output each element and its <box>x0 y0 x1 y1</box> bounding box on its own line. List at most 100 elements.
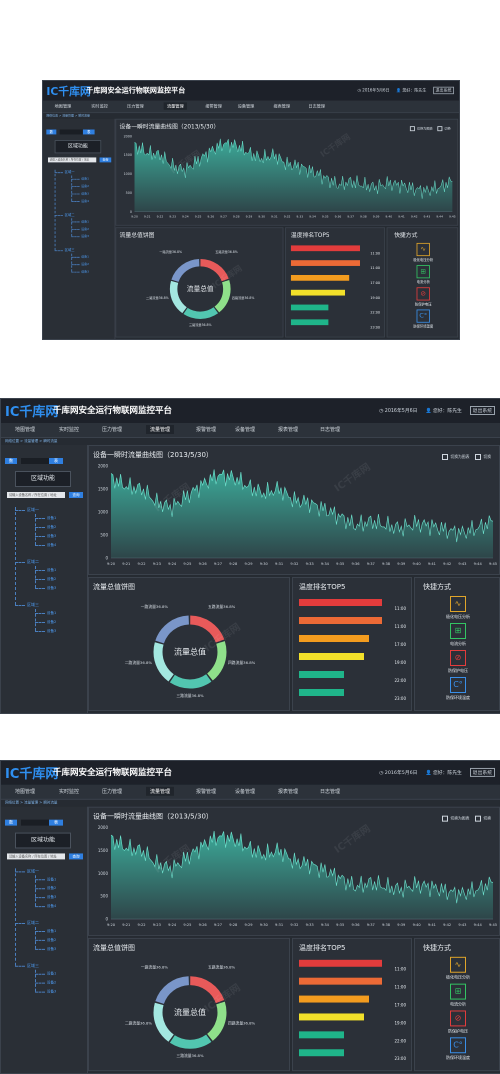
tree-device[interactable]: 设备2 <box>47 620 57 624</box>
tree-device[interactable]: 设备3 <box>47 946 57 951</box>
tree-device[interactable]: 设备1 <box>47 971 57 976</box>
quick-item-3[interactable]: ⊘ 防保护电压 <box>387 287 459 307</box>
toggle-track[interactable] <box>59 129 83 135</box>
nav-item-8[interactable]: 日志管理 <box>320 788 341 795</box>
toggle-table-button[interactable]: 表 <box>82 129 95 135</box>
device-search-input[interactable]: 请输入设备名称 / 所在位置 / 地址 <box>7 853 65 860</box>
tree-device[interactable]: 设备3 <box>47 629 57 633</box>
device-search-input[interactable]: 请输入设备名称 / 所在位置 / 地址 <box>47 157 97 163</box>
tree-device[interactable]: 设备1 <box>47 516 57 520</box>
nav-item-6[interactable]: 设备管理 <box>235 788 256 795</box>
nav-item-3[interactable]: 压力管理 <box>127 104 144 109</box>
tree-device[interactable]: 设备3 <box>47 534 57 538</box>
tree-device[interactable]: 设备4 <box>47 543 57 547</box>
tree-device[interactable]: 设备2 <box>81 227 89 231</box>
tree-area-2[interactable]: 区域二 <box>64 212 75 217</box>
tree-device[interactable]: 设备2 <box>47 937 57 942</box>
tree-device[interactable]: 设备1 <box>81 219 89 224</box>
query-button[interactable]: 查询 <box>69 492 83 498</box>
query-button[interactable]: 查询 <box>99 157 112 163</box>
switch-toggle[interactable]: 切换 <box>475 454 491 460</box>
tree-device[interactable]: 设备3 <box>47 586 57 590</box>
tree-device[interactable]: 设备2 <box>47 886 57 891</box>
tree-device[interactable]: 设备1 <box>47 928 57 933</box>
tree-device[interactable]: 设备2 <box>47 577 57 581</box>
nav-item-8[interactable]: 日志管理 <box>320 427 341 433</box>
tree-area-2[interactable]: 区域二 <box>27 559 39 564</box>
query-button[interactable]: 查询 <box>69 853 83 860</box>
switch-chart-toggle[interactable]: 切换为图表 <box>442 815 469 822</box>
tree-device[interactable]: 设备2 <box>81 184 89 188</box>
quick-item-1[interactable]: ∿ 极化电压分析 <box>415 956 500 981</box>
toggle-number-button[interactable]: 数 <box>5 819 17 826</box>
tree-device[interactable]: 设备2 <box>81 262 89 266</box>
toggle-number-button[interactable]: 数 <box>46 129 57 135</box>
tree-area-3[interactable]: 区域三 <box>64 247 75 252</box>
quick-item-3[interactable]: ⊘ 防保护电压 <box>415 1010 500 1034</box>
quick-item-2[interactable]: ⊞ 电流分析 <box>415 623 500 647</box>
tree-device[interactable]: 设备2 <box>47 525 57 529</box>
area-function-button[interactable]: 区域功能 <box>15 832 71 849</box>
quick-item-2[interactable]: ⊞ 电流分析 <box>415 983 500 1008</box>
tree-area-3[interactable]: 区域三 <box>27 962 39 968</box>
tree-area-1[interactable]: 区域一 <box>27 868 39 874</box>
toggle-number-button[interactable]: 数 <box>5 458 17 464</box>
nav-item-5[interactable]: 报警管理 <box>205 104 222 109</box>
nav-item-1[interactable]: 地图管理 <box>15 427 36 433</box>
nav-item-6[interactable]: 设备管理 <box>235 427 256 433</box>
device-search-input[interactable]: 请输入设备名称 / 所在位置 / 地址 <box>7 492 65 498</box>
switch-chart-toggle[interactable]: 切换为图表 <box>442 454 469 460</box>
quick-item-1[interactable]: ∿ 极化电压分析 <box>415 596 500 620</box>
nav-item-3[interactable]: 压力管理 <box>102 788 123 795</box>
logout-button[interactable]: 退出系统 <box>469 406 495 415</box>
nav-item-8[interactable]: 日志管理 <box>308 104 326 109</box>
nav-item-7[interactable]: 报表管理 <box>278 788 299 795</box>
nav-item-6[interactable]: 设备管理 <box>237 104 255 109</box>
area-function-button[interactable]: 区域功能 <box>15 471 71 487</box>
quick-item-2[interactable]: ⊞ 电流分析 <box>387 265 459 285</box>
tree-area-1[interactable]: 区域一 <box>64 169 75 174</box>
tree-device[interactable]: 设备3 <box>81 270 89 274</box>
tree-device[interactable]: 设备2 <box>47 980 57 985</box>
quick-item-4[interactable]: C° 防保环境温度 <box>415 1037 500 1061</box>
quick-item-3[interactable]: ⊘ 防保护电压 <box>415 650 500 674</box>
switch-chart-toggle[interactable]: 切换为图表 <box>410 126 433 132</box>
tree-device[interactable]: 设备1 <box>47 877 57 882</box>
nav-item-7[interactable]: 报表管理 <box>273 104 291 109</box>
quick-item-4[interactable]: C° 防保环境温度 <box>387 309 459 330</box>
nav-item-5[interactable]: 报警管理 <box>196 427 217 433</box>
switch-toggle[interactable]: 切换 <box>475 815 491 822</box>
tree-device[interactable]: 设备1 <box>81 255 89 259</box>
tree-device[interactable]: 设备1 <box>81 177 89 181</box>
quick-item-1[interactable]: ∿ 极化电压分析 <box>387 242 459 263</box>
nav-item-7[interactable]: 报表管理 <box>278 427 299 433</box>
tree-device[interactable]: 设备4 <box>81 199 89 203</box>
toggle-table-button[interactable]: 表 <box>49 458 63 464</box>
logout-button[interactable]: 退出系统 <box>433 86 455 95</box>
tree-area-3[interactable]: 区域三 <box>27 602 39 607</box>
nav-item-2[interactable]: 实时监控 <box>59 427 80 433</box>
tree-area-1[interactable]: 区域一 <box>27 507 39 512</box>
toggle-track[interactable] <box>21 819 49 826</box>
toggle-track[interactable] <box>21 458 49 464</box>
tree-device[interactable]: 设备1 <box>47 611 57 615</box>
nav-item-4[interactable]: 流量管理 <box>163 102 187 110</box>
nav-item-1[interactable]: 地图管理 <box>54 104 72 109</box>
quick-item-4[interactable]: C° 防保环境温度 <box>415 677 500 701</box>
toggle-table-button[interactable]: 表 <box>49 819 63 826</box>
nav-item-4[interactable]: 流量管理 <box>146 786 175 796</box>
tree-device[interactable]: 设备4 <box>47 904 57 909</box>
switch-toggle[interactable]: 切换 <box>437 126 451 132</box>
tree-area-2[interactable]: 区域二 <box>27 920 39 926</box>
nav-item-2[interactable]: 实时监控 <box>91 104 108 109</box>
tree-device[interactable]: 设备3 <box>47 989 57 994</box>
tree-device[interactable]: 设备3 <box>81 191 89 196</box>
nav-item-2[interactable]: 实时监控 <box>59 788 80 795</box>
logout-button[interactable]: 退出系统 <box>469 767 495 777</box>
area-function-button[interactable]: 区域功能 <box>54 140 102 154</box>
nav-item-3[interactable]: 压力管理 <box>102 427 123 433</box>
nav-item-1[interactable]: 地图管理 <box>15 788 36 795</box>
tree-device[interactable]: 设备3 <box>81 234 89 239</box>
tree-device[interactable]: 设备1 <box>47 568 57 572</box>
nav-item-5[interactable]: 报警管理 <box>196 788 217 795</box>
